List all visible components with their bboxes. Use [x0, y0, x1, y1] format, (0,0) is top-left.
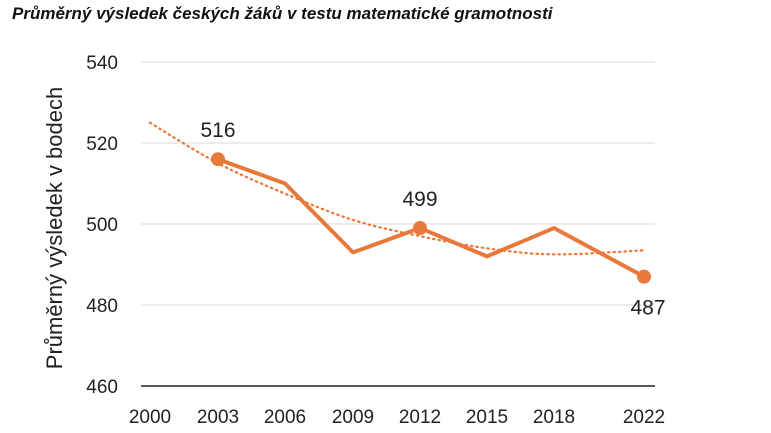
y-tick-label-480: 480 [86, 296, 118, 317]
y-tick-label-520: 520 [86, 134, 118, 155]
data-label-2012: 499 [402, 188, 437, 211]
x-tick-label-2015: 2015 [466, 407, 508, 428]
data-point-2012 [413, 221, 427, 236]
grid-layer [141, 61, 655, 387]
trendline-layer [148, 121, 646, 256]
data-point-2003 [211, 152, 225, 167]
x-tick-label-2000: 2000 [129, 407, 171, 428]
x-tick-label-2006: 2006 [264, 407, 306, 428]
x-tick-label-2012: 2012 [399, 407, 441, 428]
data-label-layer: 516 499 487 [200, 119, 665, 319]
data-point-2022 [637, 269, 651, 284]
y-tick-label-500: 500 [86, 215, 118, 236]
x-tick-label-2022: 2022 [623, 407, 665, 428]
chart-title: Průměrný výsledek českých žáků v testu m… [12, 4, 553, 23]
x-tick-labels: 2000 2003 2006 2009 2012 2015 2018 2022 [129, 407, 665, 428]
series-layer [211, 152, 651, 284]
y-tick-labels: 460 480 500 520 540 [86, 53, 118, 398]
data-label-2003: 516 [200, 119, 235, 142]
data-label-2022: 487 [630, 297, 665, 320]
x-tick-label-2018: 2018 [533, 407, 575, 428]
y-axis-title: Průměrný výsledek v bodech [42, 87, 67, 369]
x-tick-label-2009: 2009 [332, 407, 374, 428]
y-tick-label-460: 460 [86, 377, 118, 398]
series-line-0 [216, 157, 646, 279]
trendline [148, 121, 646, 256]
y-tick-label-540: 540 [86, 53, 118, 74]
x-tick-label-2003: 2003 [197, 407, 239, 428]
